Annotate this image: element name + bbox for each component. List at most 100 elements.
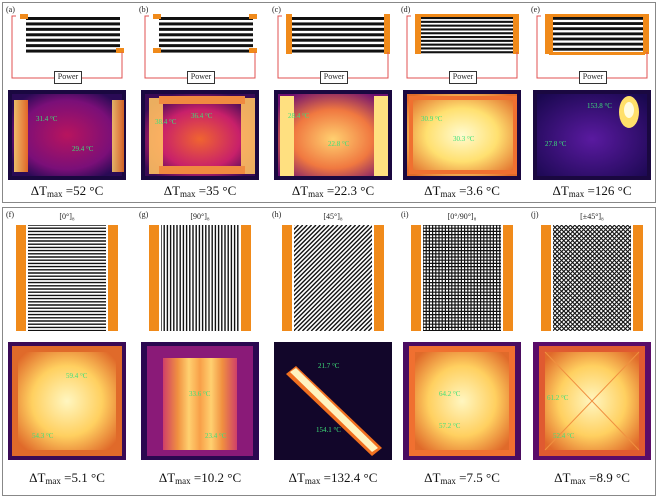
delta-t-max: ΔTmax =35 °C (163, 183, 237, 200)
thermal-image (533, 342, 651, 460)
temperature-label: 22.8 °C (328, 140, 350, 148)
electrode-right (108, 225, 118, 331)
panel-letter: (i) (401, 210, 409, 219)
panel-letter: (d) (401, 5, 411, 14)
panel-letter: (c) (272, 5, 281, 14)
electrode-left (149, 225, 159, 331)
panel-bottom-1: (g) [90°]₈ 33.6 °C 23.4 °C ΔTmax =10.2 °… (139, 209, 261, 494)
panel-top-4: (e) Power 153.8 °C 27.8 °C ΔTmax =126 °C (531, 4, 653, 200)
fiber-strip (421, 47, 515, 50)
temperature-label: 23.4 °C (205, 432, 227, 440)
panel-letter: (e) (531, 5, 540, 14)
panel-bottom-0: (f) [0°]₈ 59.4 °C 54.3 °C ΔTmax =5.1 °C (6, 209, 128, 494)
layup-label: [90°]₈ (190, 212, 210, 221)
power-wire (213, 52, 256, 79)
delta-t-max: ΔTmax =126 °C (552, 183, 632, 200)
heater-schematic (144, 14, 257, 79)
fiber-strip (159, 22, 253, 26)
fiber-strip (421, 24, 515, 27)
panel-top-2: (c) Power 28.4 °C 22.8 °C ΔTmax =22.3 °C (272, 4, 394, 200)
power-box: Power (187, 71, 215, 84)
top-row-frame (2, 2, 656, 203)
fiber-strip (421, 39, 515, 42)
layup-pattern (16, 225, 118, 331)
temperature-label: 29.4 °C (72, 145, 94, 153)
fiber-strip (26, 27, 120, 31)
power-wire (475, 52, 518, 79)
fiber-strip (421, 17, 515, 20)
temperature-label: 59.4 °C (66, 372, 88, 380)
thermal-image (403, 342, 521, 460)
fiber-strip (292, 33, 386, 37)
panel-bottom-2: (h) [45°]₈ 21.7 °C 154.1 °C ΔTmax =132.4… (272, 209, 394, 494)
thermal-image (274, 342, 392, 460)
thermal-image (274, 90, 392, 180)
temperature-label: 38.4 °C (155, 118, 177, 126)
electrode-left (411, 225, 421, 331)
heater-schematic (277, 14, 390, 79)
delta-t-max: ΔTmax =7.5 °C (424, 470, 500, 487)
thermal-image (141, 90, 259, 180)
panel-letter: (a) (6, 5, 15, 14)
fiber-strip (159, 33, 253, 37)
fiber-strip (421, 43, 515, 46)
fiber-strip (551, 32, 645, 36)
fiber-strip (421, 20, 515, 23)
fiber-strip (421, 51, 515, 54)
panel-bottom-4: (j) [±45°]₈ 61.2 °C 52.4 °C ΔTmax =8.9 °… (531, 209, 653, 494)
fiber-strip (551, 17, 645, 20)
panel-letter: (g) (139, 210, 149, 219)
heater-schematic (406, 14, 519, 79)
fiber-strip (292, 17, 386, 20)
layup-pattern (411, 225, 513, 331)
fiber-strip (551, 37, 645, 41)
layup-label: [45°]₈ (323, 212, 343, 221)
power-box: Power (54, 71, 82, 84)
temperature-label: 64.2 °C (439, 390, 461, 398)
bottom-row-frame (2, 207, 656, 496)
temperature-label: 54.3 °C (32, 432, 54, 440)
temperature-label: 27.8 °C (545, 140, 567, 148)
fiber-strip (551, 47, 645, 51)
electrode-right (633, 225, 643, 331)
power-wire (536, 15, 579, 79)
temperature-label: 21.7 °C (318, 362, 340, 370)
delta-t-max: ΔTmax =5.1 °C (29, 470, 105, 487)
layup-label: [±45°]₈ (580, 212, 604, 221)
fiber-strip (26, 33, 120, 37)
temperature-label: 52.4 °C (553, 432, 575, 440)
layup-pattern (149, 225, 251, 331)
layup-label: [0°]₈ (59, 212, 75, 221)
fiber-strip (421, 36, 515, 39)
electrode-left (16, 225, 26, 331)
delta-t-max: ΔTmax =10.2 °C (158, 470, 242, 487)
panel-bottom-3: (i) [0°/90°]₈ 64.2 °C 57.2 °C ΔTmax =7.5… (401, 209, 523, 494)
temperature-label: 153.8 °C (587, 102, 612, 110)
temperature-label: 28.4 °C (288, 112, 310, 120)
temperature-label: 30.3 °C (453, 135, 475, 143)
fiber-strip (292, 49, 386, 53)
layup-pattern (282, 225, 384, 331)
delta-t-max: ΔTmax =52 °C (30, 183, 104, 200)
fiber-strip (292, 44, 386, 48)
delta-t-max: ΔTmax =8.9 °C (554, 470, 630, 487)
panel-top-3: (d) Power 30.9 °C 30.3 °C ΔTmax =3.6 °C (401, 4, 523, 200)
fiber-strip (26, 49, 120, 53)
thermal-image (403, 90, 521, 180)
fiber-strip (292, 38, 386, 42)
fiber-strip (421, 28, 515, 31)
power-wire (346, 52, 389, 79)
electrode-right (241, 225, 251, 331)
fiber-strip (159, 44, 253, 48)
fiber-strip (551, 27, 645, 31)
power-box: Power (449, 71, 477, 84)
power-wire (605, 52, 648, 79)
layup-label: [0°/90°]₈ (447, 212, 477, 221)
power-wire (80, 52, 123, 79)
fiber-strip (159, 17, 253, 20)
temperature-label: 30.9 °C (421, 115, 443, 123)
temperature-label: 36.4 °C (191, 112, 213, 120)
temperature-label: 154.1 °C (316, 426, 341, 434)
fiber-strip (26, 22, 120, 26)
fiber-strip (551, 42, 645, 46)
